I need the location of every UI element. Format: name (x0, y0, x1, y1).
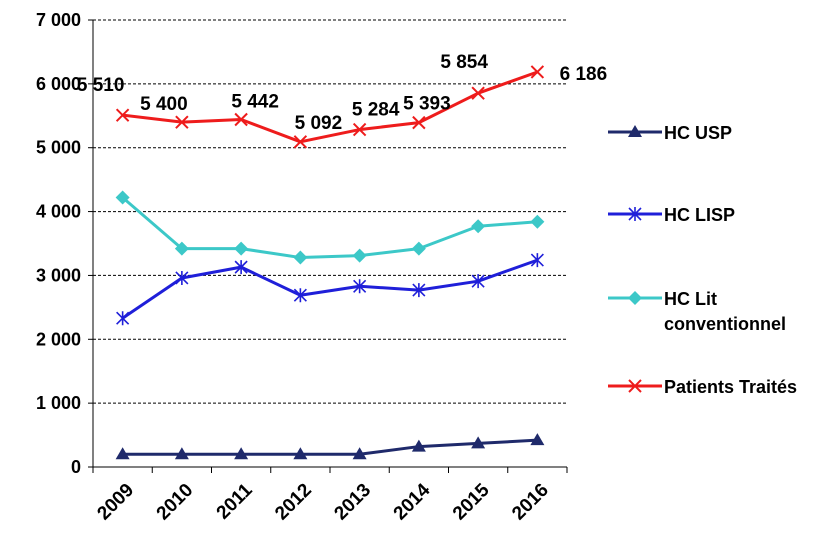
data-point (293, 447, 308, 460)
data-point (411, 439, 426, 452)
data-point (471, 219, 486, 234)
series-hc-usp (115, 433, 545, 460)
x-tick-label: 2014 (390, 479, 435, 524)
legend-item: HC Lit conventionnel (608, 289, 786, 334)
data-point (530, 433, 545, 446)
legend-label: conventionnel (664, 314, 786, 334)
legend-marker (628, 379, 642, 393)
data-point (175, 270, 189, 285)
data-point (174, 241, 189, 256)
data-point (530, 65, 545, 79)
data-point (234, 112, 248, 127)
legend-item: HC LISP (608, 205, 735, 225)
data-label: 5 092 (295, 113, 343, 134)
series-line (121, 196, 538, 260)
data-point (353, 279, 367, 294)
series-hc-lit-conventionnel (115, 190, 545, 265)
y-tick-label: 3 000 (36, 265, 81, 285)
data-point (411, 241, 426, 256)
data-point (412, 283, 426, 298)
legend-label: Patients Traités (664, 377, 797, 397)
data-point (175, 115, 189, 129)
series-hc-lisp (116, 253, 544, 326)
data-point (234, 241, 249, 256)
x-tick-label: 2011 (213, 479, 257, 523)
legend-marker (628, 125, 642, 137)
data-label: 5 400 (140, 94, 188, 115)
series (115, 65, 545, 460)
data-point (234, 260, 248, 275)
legend-marker (628, 291, 642, 305)
series-patients-trait-s (115, 65, 545, 149)
data-point (530, 253, 544, 268)
y-tick-label: 7 000 (36, 10, 81, 30)
legend-item: HC USP (608, 123, 732, 143)
legend-label: HC USP (664, 123, 732, 143)
data-point (115, 108, 130, 122)
data-point (530, 214, 545, 229)
x-tick-label: 2010 (153, 480, 198, 525)
y-tick-label: 6 000 (36, 74, 81, 94)
series-line (121, 258, 538, 320)
y-tick-label: 0 (71, 457, 81, 477)
data-label: 5 393 (403, 94, 451, 115)
data-point (115, 447, 130, 460)
data-labels: 5 510 5 400 5 442 5 092 5 284 5 393 5 854 6 186 (77, 52, 607, 134)
data-point (471, 274, 485, 289)
data-point (293, 288, 307, 303)
gridlines (93, 19, 567, 404)
data-point (471, 86, 485, 100)
x-tick-label: 2016 (508, 480, 553, 525)
y-tick-label: 4 000 (36, 202, 81, 222)
legend-label: HC Lit (664, 289, 717, 309)
data-point (293, 250, 308, 265)
data-point (234, 447, 249, 460)
data-point (293, 135, 308, 149)
data-point (352, 248, 367, 263)
data-label: 5 854 (440, 52, 488, 73)
x-tick-label: 2015 (449, 479, 494, 524)
data-label: 6 186 (560, 64, 608, 85)
y-tick-label: 1 000 (36, 393, 81, 413)
data-label: 5 284 (352, 100, 400, 121)
data-point (412, 115, 426, 130)
y-tick-label: 5 000 (36, 138, 81, 158)
legend-marker (628, 207, 642, 221)
data-point (115, 190, 130, 205)
y-tick-label: 2 000 (36, 329, 81, 349)
legend-item: Patients Traités (608, 377, 797, 397)
x-tick-label: 2012 (271, 480, 316, 525)
data-point (174, 447, 189, 460)
x-tick-label: 2013 (330, 480, 375, 525)
data-point (352, 447, 367, 460)
data-label: 5 510 (77, 75, 125, 96)
legend-label: HC LISP (664, 205, 735, 225)
x-tick-label: 2009 (93, 480, 138, 525)
series-line (122, 438, 538, 456)
data-point (471, 436, 486, 449)
legend: HC USP HC LISP HC Lit conventionnel Patients… (608, 123, 797, 397)
data-label: 5 442 (231, 91, 279, 112)
data-point (116, 311, 130, 326)
series-line (122, 70, 538, 144)
data-point (352, 122, 367, 137)
